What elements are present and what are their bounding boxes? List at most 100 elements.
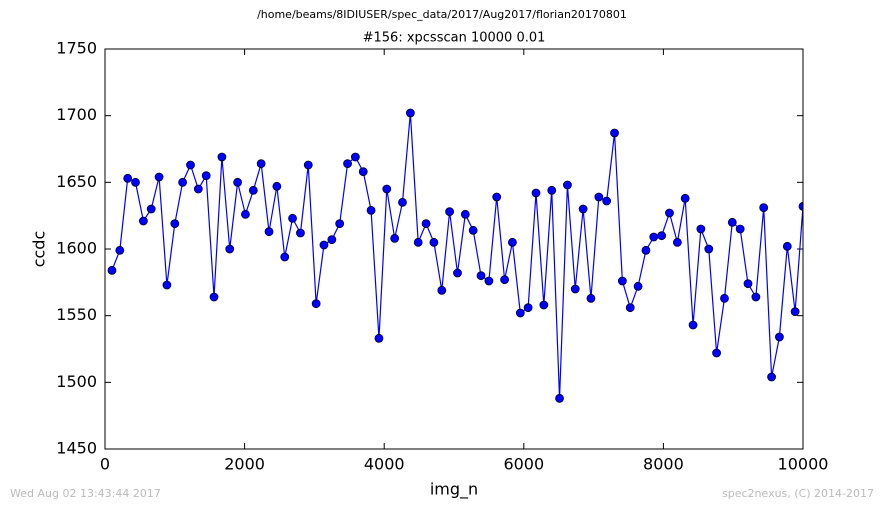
data-point xyxy=(531,188,541,198)
data-point xyxy=(138,216,148,226)
data-point xyxy=(123,173,133,183)
y-tick-label: 1450 xyxy=(56,439,97,458)
x-tick-label: 0 xyxy=(100,455,110,474)
data-point xyxy=(641,245,651,255)
y-tick-label: 1700 xyxy=(56,105,97,124)
data-point xyxy=(633,281,643,291)
data-point xyxy=(193,184,203,194)
data-point xyxy=(437,285,447,295)
data-point xyxy=(217,152,227,162)
data-point xyxy=(625,303,635,313)
data-point xyxy=(672,237,682,247)
data-point xyxy=(303,160,313,170)
footer-left: Wed Aug 02 13:43:44 2017 xyxy=(10,487,161,500)
data-point xyxy=(468,225,478,235)
data-point xyxy=(248,185,258,195)
data-point xyxy=(366,205,376,215)
data-point xyxy=(688,320,698,330)
data-point xyxy=(649,232,659,242)
data-point xyxy=(657,231,667,241)
data-point xyxy=(798,201,803,211)
x-tick-label: 8000 xyxy=(643,455,684,474)
data-point xyxy=(735,224,745,234)
data-point xyxy=(586,293,596,303)
data-point xyxy=(570,284,580,294)
data-point xyxy=(523,303,533,313)
data-point xyxy=(775,332,784,342)
suptitle: /home/beams/8IDIUSER/spec_data/2017/Aug2… xyxy=(257,8,627,21)
data-point xyxy=(680,193,690,203)
data-point xyxy=(602,196,612,206)
data-point xyxy=(162,280,172,290)
y-tick-label: 1750 xyxy=(56,39,97,58)
data-point xyxy=(539,300,549,310)
data-point xyxy=(343,159,352,169)
data-point xyxy=(319,240,329,250)
data-point xyxy=(610,128,619,138)
data-point xyxy=(178,177,188,187)
data-point xyxy=(460,209,470,219)
data-point xyxy=(115,245,125,255)
data-point xyxy=(327,235,337,245)
data-point xyxy=(288,213,297,223)
data-point xyxy=(720,293,729,303)
data-point xyxy=(421,219,431,229)
data-point xyxy=(751,292,761,302)
data-point xyxy=(131,177,140,187)
data-point xyxy=(264,227,274,237)
data-point xyxy=(555,393,564,403)
footer-right: spec2nexus, (C) 2014-2017 xyxy=(722,487,874,500)
data-point xyxy=(350,152,360,162)
x-tick-label: 4000 xyxy=(364,455,405,474)
data-point xyxy=(311,299,321,309)
data-point xyxy=(790,307,800,317)
data-point xyxy=(413,237,423,247)
data-point xyxy=(500,275,510,285)
data-point xyxy=(617,276,627,286)
data-point xyxy=(154,172,164,182)
data-point xyxy=(170,219,180,229)
data-point xyxy=(225,244,235,254)
y-tick-label: 1650 xyxy=(56,172,97,191)
data-point xyxy=(563,180,572,190)
y-axis-label: ccdc xyxy=(30,231,49,268)
data-point xyxy=(759,203,769,213)
data-point xyxy=(296,228,305,238)
data-point xyxy=(453,268,462,278)
data-point xyxy=(594,192,604,202)
series-line xyxy=(111,112,803,399)
y-tick-label: 1600 xyxy=(56,239,97,258)
x-axis-label: img_n xyxy=(430,480,478,500)
data-point xyxy=(256,159,266,169)
data-point xyxy=(186,160,195,170)
x-tick-label: 2000 xyxy=(224,455,265,474)
x-tick-label: 10000 xyxy=(778,455,829,474)
data-point xyxy=(492,192,502,202)
data-point xyxy=(476,271,486,281)
data-point xyxy=(107,265,117,275)
data-point xyxy=(405,108,415,118)
data-point xyxy=(398,197,407,207)
data-point xyxy=(429,237,439,247)
data-point xyxy=(374,333,384,343)
data-point xyxy=(578,204,588,214)
data-point xyxy=(335,219,345,229)
data-point xyxy=(390,233,400,243)
data-point xyxy=(743,279,753,289)
y-tick-label: 1500 xyxy=(56,372,97,391)
data-point xyxy=(515,308,525,318)
data-point xyxy=(704,244,714,254)
data-point xyxy=(445,207,455,217)
data-point xyxy=(382,184,392,194)
data-point xyxy=(547,185,557,195)
data-point xyxy=(767,372,776,382)
x-tick-label: 6000 xyxy=(503,455,544,474)
y-tick-label: 1550 xyxy=(56,305,97,324)
data-point xyxy=(712,348,721,358)
data-point xyxy=(782,241,792,251)
data-point xyxy=(696,224,706,234)
data-point xyxy=(209,292,219,302)
data-point xyxy=(358,167,368,177)
data-point xyxy=(146,204,156,214)
plot-frame xyxy=(104,48,804,450)
